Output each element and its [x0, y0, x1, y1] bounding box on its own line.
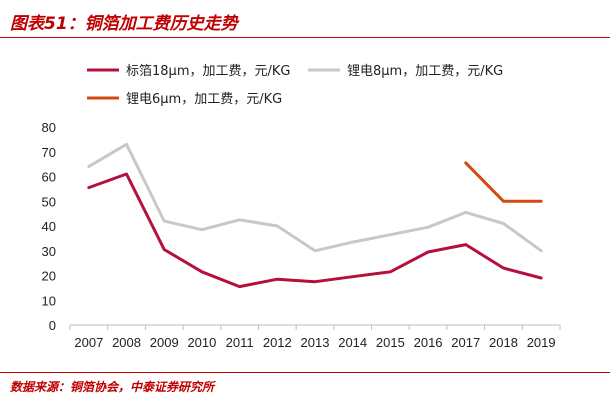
- y-tick-label: 50: [42, 194, 56, 209]
- x-tick-label: 2014: [338, 335, 367, 350]
- y-tick-label: 0: [49, 318, 56, 333]
- series-line-3: [464, 161, 543, 203]
- legend: 标箔18μm，加工费，元/KG 锂电8μm，加工费，元/KG 锂电6μm，加工费，元…: [87, 63, 503, 107]
- y-tick-label: 60: [42, 170, 56, 185]
- legend-label: 锂电6μm，加工费，元/KG: [126, 92, 282, 107]
- source-divider: [0, 372, 610, 373]
- x-tick-label: 2007: [74, 335, 103, 350]
- y-tick-label: 10: [42, 293, 56, 308]
- x-tick-label: 2008: [112, 335, 141, 350]
- x-tick-label: 2012: [263, 335, 292, 350]
- legend-label: 标箔18μm，加工费，元/KG: [126, 63, 290, 79]
- x-tick-label: 2011: [226, 335, 254, 350]
- legend-label: 锂电8μm，加工费，元/KG: [347, 64, 503, 79]
- title-divider: [0, 37, 610, 38]
- x-tick-label: 2019: [527, 335, 556, 350]
- x-tick-label: 2017: [451, 335, 480, 350]
- series-line-2: [87, 142, 543, 253]
- y-tick-label: 70: [42, 145, 56, 160]
- x-tick-label: 2009: [150, 335, 179, 350]
- y-tick-label: 30: [42, 244, 56, 259]
- x-tick-label: 2013: [301, 335, 330, 350]
- y-tick-label: 80: [42, 120, 56, 135]
- chart-series: [87, 142, 543, 289]
- chart-axes: 0 10 20 30 40 50 60 70 80 2007 2008 2009 2010 2011 201…: [42, 120, 561, 350]
- series-line-1: [87, 172, 543, 289]
- y-tick-label: 40: [42, 219, 56, 234]
- x-tick-label: 2010: [187, 335, 216, 350]
- x-tick-label: 2016: [414, 335, 443, 350]
- y-tick-label: 20: [42, 269, 56, 284]
- line-chart: 标箔18μm，加工费，元/KG 锂电8μm，加工费，元/KG 锂电6μm，加工费，元…: [42, 63, 561, 350]
- source-note: 数据来源：铜箔协会，中泰证券研究所: [10, 380, 215, 394]
- x-tick-label: 2015: [376, 335, 405, 350]
- chart-title: 图表51：铜箔加工费历史走势: [10, 14, 238, 34]
- x-tick-label: 2018: [489, 335, 518, 350]
